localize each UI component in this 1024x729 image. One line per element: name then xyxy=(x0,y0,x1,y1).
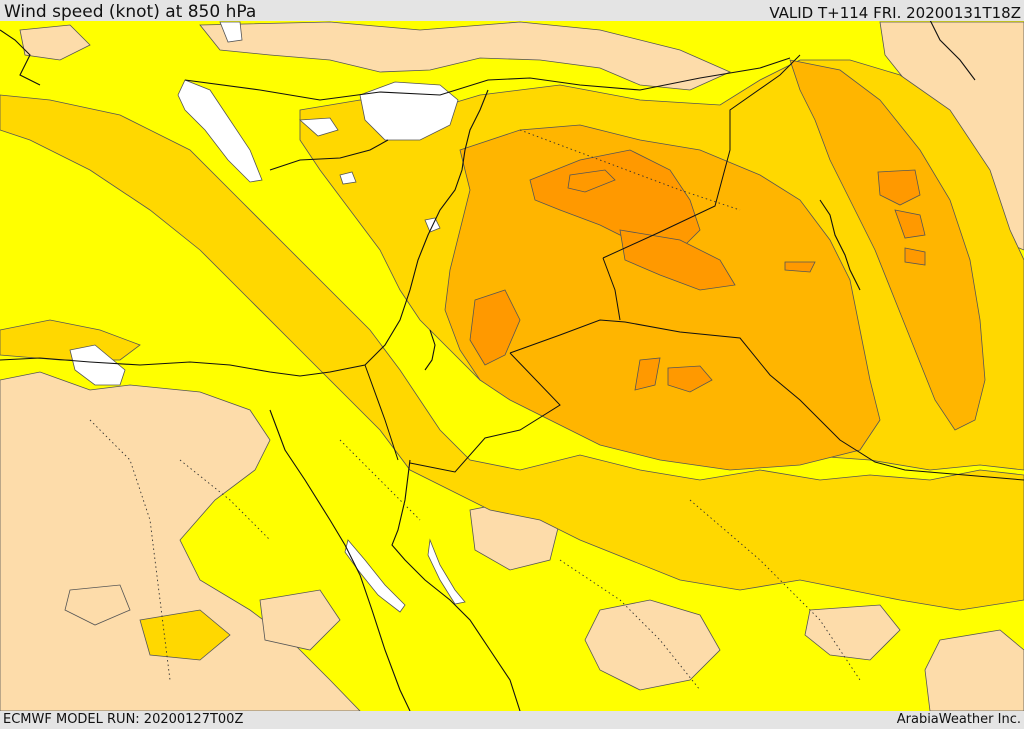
coastlines xyxy=(0,21,976,711)
wind-speed-map[interactable] xyxy=(0,21,1024,711)
valid-time: VALID T+114 FRI. 20200131T18Z xyxy=(769,4,1021,22)
low-wind-areas xyxy=(0,21,1024,711)
very-low-wind-areas xyxy=(69,21,466,613)
map-title: Wind speed (knot) at 850 hPa xyxy=(4,2,257,22)
model-run: ECMWF MODEL RUN: 20200127T00Z xyxy=(3,712,244,727)
credit: ArabiaWeather Inc. xyxy=(896,712,1021,727)
footer-bar: ECMWF MODEL RUN: 20200127T00Z ArabiaWeat… xyxy=(0,711,1024,729)
very-high-wind-areas xyxy=(469,149,926,393)
boundaries xyxy=(364,54,1024,481)
high-wind-areas xyxy=(444,59,986,471)
borders xyxy=(89,129,861,691)
header-bar: Wind speed (knot) at 850 hPa VALID T+114… xyxy=(0,0,1024,22)
